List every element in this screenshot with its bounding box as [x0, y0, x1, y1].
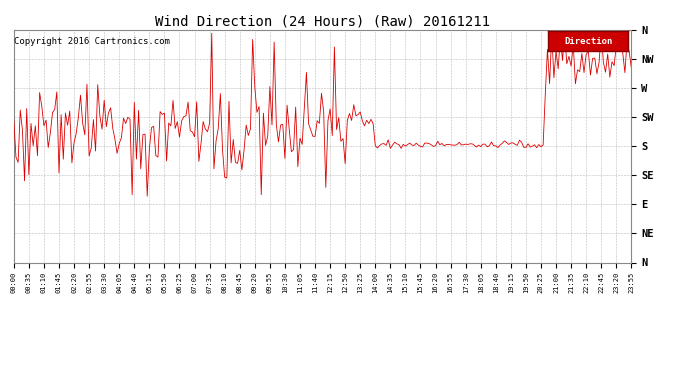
- Text: Copyright 2016 Cartronics.com: Copyright 2016 Cartronics.com: [14, 37, 170, 46]
- Title: Wind Direction (24 Hours) (Raw) 20161211: Wind Direction (24 Hours) (Raw) 20161211: [155, 15, 490, 29]
